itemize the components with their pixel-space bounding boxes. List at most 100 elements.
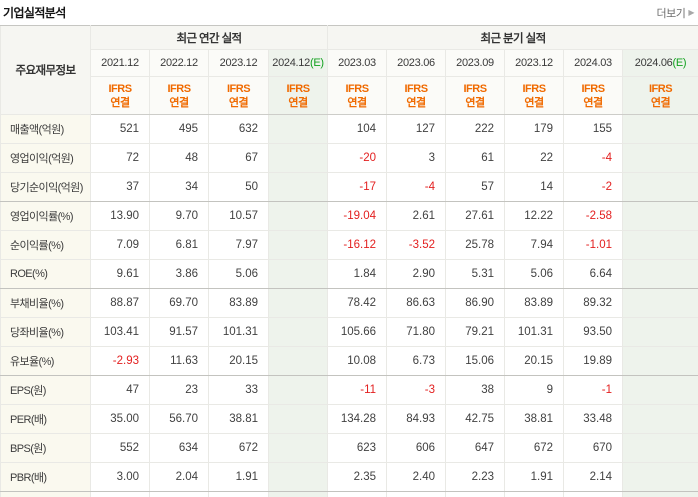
- partial-row-cell: [90, 491, 150, 497]
- value-cell: 56.70: [149, 404, 209, 434]
- column-header-2023-06: 2023.06: [386, 49, 447, 77]
- value-cell: 2.23: [445, 462, 506, 492]
- more-link[interactable]: 더보기 ▶: [656, 5, 694, 21]
- value-cell: [622, 462, 698, 492]
- value-cell: 9.61: [90, 259, 150, 289]
- table-row: 당좌비율(%) 103.41 91.57 101.31 105.66 71.80 79.21…: [0, 317, 698, 347]
- row-label: 매출액(억원): [0, 114, 91, 144]
- value-cell: 48: [149, 143, 209, 173]
- value-cell: [267, 143, 329, 173]
- value-cell: -3.52: [386, 230, 447, 260]
- value-cell: 222: [445, 114, 506, 144]
- value-cell: 7.94: [504, 230, 565, 260]
- table-row: 유보율(%) -2.93 11.63 20.15 10.08 6.73 15.06 20.15…: [0, 346, 698, 376]
- column-header-2024-12: 2024.12(E): [267, 49, 329, 77]
- value-cell: 134.28: [327, 404, 388, 434]
- partial-row: [0, 491, 698, 497]
- value-cell: 7.09: [90, 230, 150, 260]
- table-row: EPS(원) 47 23 33 -11 -3 38 9 -1: [0, 375, 698, 405]
- value-cell: 23: [149, 375, 209, 405]
- ifrs-consolidated-header: IFRS 연결: [445, 76, 506, 115]
- value-cell: [622, 201, 698, 231]
- partial-row-cell: [563, 491, 624, 497]
- value-cell: [267, 230, 329, 260]
- value-cell: 57: [445, 172, 506, 202]
- row-label: PER(배): [0, 404, 91, 434]
- value-cell: 88.87: [90, 288, 150, 318]
- value-cell: 672: [208, 433, 269, 463]
- table-row: 영업이익(억원) 72 48 67 -20 3 61 22 -4: [0, 143, 698, 173]
- value-cell: 2.14: [563, 462, 624, 492]
- value-cell: 38.81: [208, 404, 269, 434]
- value-cell: -17: [327, 172, 388, 202]
- ifrs-consolidated-header: IFRS 연결: [327, 76, 388, 115]
- value-cell: [267, 114, 329, 144]
- estimate-mark: (E): [309, 57, 324, 69]
- ifrs-consolidated-header: IFRS 연결: [267, 76, 329, 115]
- value-cell: 623: [327, 433, 388, 463]
- value-cell: 1.84: [327, 259, 388, 289]
- corner-header: 주요재무정보: [0, 25, 91, 115]
- value-cell: 5.06: [208, 259, 269, 289]
- group-header-annual: 최근 연간 실적: [89, 25, 329, 50]
- value-cell: 15.06: [445, 346, 506, 376]
- row-label: 영업이익(억원): [0, 143, 91, 173]
- ifrs-consolidated-header: IFRS 연결: [208, 76, 269, 115]
- table-row: 부채비율(%) 88.87 69.70 83.89 78.42 86.63 86.90 83.…: [0, 288, 698, 318]
- value-cell: [622, 346, 698, 376]
- value-cell: 11.63: [149, 346, 209, 376]
- value-cell: 20.15: [208, 346, 269, 376]
- value-cell: 61: [445, 143, 506, 173]
- value-cell: 42.75: [445, 404, 506, 434]
- value-cell: -1.01: [563, 230, 624, 260]
- value-cell: [267, 404, 329, 434]
- value-cell: -2.93: [90, 346, 150, 376]
- table-row: 영업이익률(%) 13.90 9.70 10.57 -19.04 2.61 27.61 12.…: [0, 201, 698, 231]
- value-cell: 10.57: [208, 201, 269, 231]
- value-cell: 670: [563, 433, 624, 463]
- column-header-2023-03: 2023.03: [327, 49, 388, 77]
- value-cell: 2.04: [149, 462, 209, 492]
- chevron-right-icon: ▶: [688, 7, 694, 17]
- partial-row-cell: [622, 491, 698, 497]
- value-cell: 13.90: [90, 201, 150, 231]
- value-cell: [267, 201, 329, 231]
- value-cell: 50: [208, 172, 269, 202]
- table-row: 순이익률(%) 7.09 6.81 7.97 -16.12 -3.52 25.78 7.94-…: [0, 230, 698, 260]
- value-cell: 1.91: [208, 462, 269, 492]
- group-header-row: 주요재무정보 최근 연간 실적 최근 분기 실적: [0, 25, 698, 115]
- value-cell: 103.41: [90, 317, 150, 347]
- value-cell: 3.00: [90, 462, 150, 492]
- value-cell: [622, 433, 698, 463]
- value-cell: [267, 462, 329, 492]
- partial-row-cell: [504, 491, 565, 497]
- period-header-row: 2021.12 2022.12 2023.12 2024.12(E) 2023.03 20…: [1, 49, 698, 77]
- value-cell: 69.70: [149, 288, 209, 318]
- value-cell: 1.91: [504, 462, 565, 492]
- column-header-2021-12: 2021.12: [90, 49, 150, 77]
- financial-statements-table: 주요재무정보 최근 연간 실적 최근 분기 실적 2021.12 2022.12 2…: [0, 25, 698, 497]
- column-header-2022-12: 2022.12: [149, 49, 209, 77]
- value-cell: 6.81: [149, 230, 209, 260]
- value-cell: -19.04: [327, 201, 388, 231]
- value-cell: 91.57: [149, 317, 209, 347]
- value-cell: 47: [90, 375, 150, 405]
- ifrs-consolidated-header: IFRS 연결: [563, 76, 624, 115]
- table-row: 당기순이익(억원) 37 34 50 -17 -4 57 14 -2: [0, 172, 698, 202]
- value-cell: 38.81: [504, 404, 565, 434]
- value-cell: 79.21: [445, 317, 506, 347]
- value-cell: [622, 230, 698, 260]
- value-cell: 35.00: [90, 404, 150, 434]
- value-cell: [267, 317, 329, 347]
- value-cell: 84.93: [386, 404, 447, 434]
- value-cell: 634: [149, 433, 209, 463]
- value-cell: [267, 433, 329, 463]
- value-cell: 155: [563, 114, 624, 144]
- value-cell: 12.22: [504, 201, 565, 231]
- value-cell: 14: [504, 172, 565, 202]
- table-row: PBR(배) 3.00 2.04 1.91 2.35 2.40 2.23 1.91 2.14: [0, 462, 698, 492]
- partial-row-cell: [0, 491, 91, 497]
- value-cell: 38: [445, 375, 506, 405]
- value-cell: 101.31: [504, 317, 565, 347]
